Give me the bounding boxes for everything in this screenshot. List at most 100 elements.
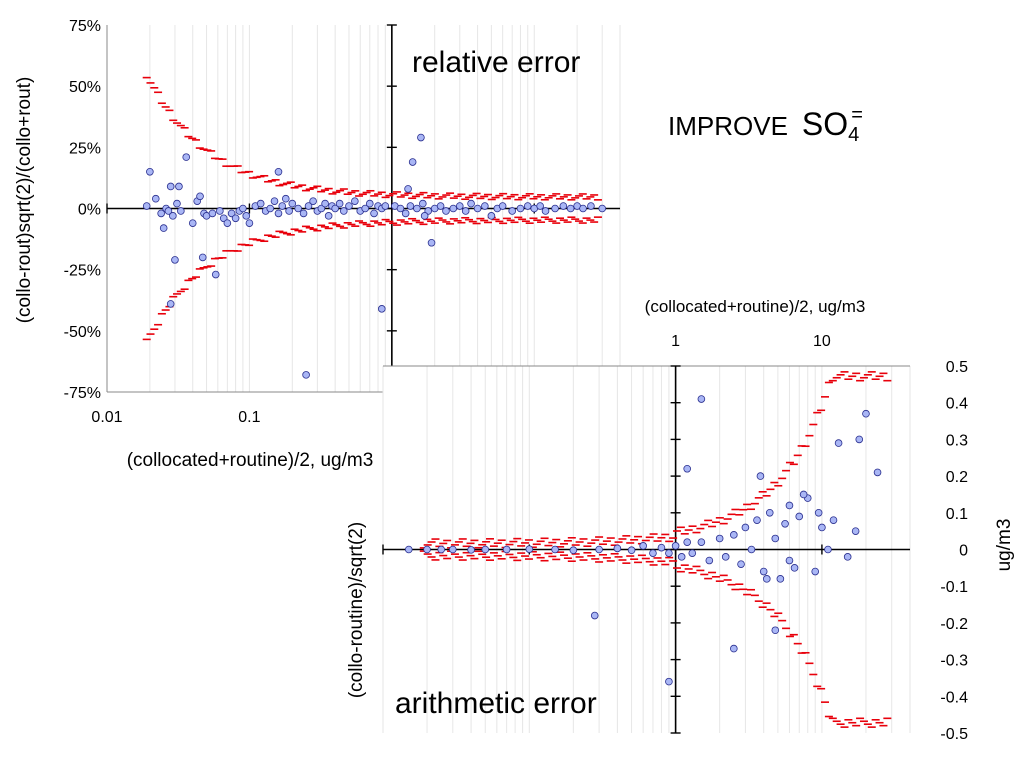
data-point (705, 556, 714, 565)
data-point (196, 192, 204, 201)
data-point (173, 199, 181, 208)
x-tick-label: 10 (813, 333, 831, 350)
data-point (730, 531, 738, 539)
data-point (671, 542, 680, 550)
title-superscript: = (851, 104, 863, 126)
data-point (862, 409, 870, 418)
y-axis-label: (collo-routine)/sqrt(2) (346, 522, 367, 698)
data-point (420, 212, 429, 220)
data-point (419, 199, 427, 208)
data-point (413, 204, 421, 213)
data-point (223, 219, 232, 227)
data-point (566, 204, 575, 213)
data-point (525, 545, 534, 553)
data-point (309, 197, 317, 205)
data-point (345, 202, 353, 210)
data-point (551, 545, 559, 554)
data-point (851, 527, 860, 535)
data-point (437, 545, 446, 554)
data-point (270, 197, 279, 205)
data-point (208, 209, 217, 218)
data-point (781, 520, 789, 528)
annotation-label: arithmetic error (395, 687, 597, 720)
data-point (157, 209, 165, 218)
data-point (239, 204, 247, 213)
data-point (747, 545, 756, 554)
y-tick-label: 0.3 (946, 432, 968, 449)
data-point (756, 472, 765, 480)
data-point (449, 204, 458, 213)
data-point (795, 512, 804, 521)
data-point (587, 202, 595, 210)
y-tick-label: -50% (64, 324, 101, 341)
data-point (404, 545, 413, 554)
data-point (169, 212, 177, 220)
data-point (299, 209, 308, 218)
data-point (873, 468, 882, 477)
data-point (771, 626, 780, 635)
data-point (467, 546, 475, 554)
y-tick-label: 0.1 (946, 506, 968, 523)
y-tick-label: -0.4 (940, 689, 968, 706)
data-point (639, 542, 647, 550)
y-tick-label: 50% (69, 79, 101, 96)
annotation-label: relative error (412, 46, 580, 79)
data-point (665, 677, 673, 686)
y-tick-label: -25% (64, 263, 101, 280)
relative-error-chart: -75%-50%-25%0%25%50%75%0.010.11relative … (14, 18, 621, 471)
data-point (151, 194, 160, 203)
series (142, 133, 607, 379)
data-point (231, 214, 240, 223)
data-point (401, 209, 410, 218)
data-point (274, 168, 283, 176)
data-point (688, 549, 697, 557)
data-point (697, 538, 706, 546)
data-point (776, 575, 785, 583)
y-tick-label: 25% (69, 140, 101, 157)
data-point (281, 194, 290, 203)
data-point (677, 553, 686, 561)
data-point (321, 199, 329, 208)
data-point (737, 560, 745, 568)
data-point (799, 490, 808, 499)
y-tick-label: 0 (959, 543, 968, 560)
data-point (730, 644, 738, 653)
y-tick-label: 0.4 (946, 396, 968, 413)
y-tick-label: -0.1 (940, 579, 968, 596)
data-point (242, 212, 251, 220)
data-point (721, 553, 730, 561)
data-point (467, 199, 475, 208)
data-point (417, 133, 425, 142)
data-point (274, 209, 283, 218)
y-tick-label: 75% (69, 18, 101, 35)
data-point (198, 253, 207, 262)
data-point (683, 538, 691, 546)
data-point (657, 543, 666, 552)
data-point (785, 556, 794, 565)
data-point (175, 182, 183, 191)
x-tick-label: 0.1 (238, 409, 260, 426)
data-point (365, 199, 374, 208)
data-point (436, 202, 445, 210)
data-point (159, 224, 168, 232)
data-point (182, 153, 191, 161)
data-point (377, 305, 386, 313)
data-point (834, 439, 843, 447)
data-point (627, 546, 636, 555)
data-point (759, 567, 768, 576)
data-point (166, 182, 175, 191)
error-envelope (142, 76, 602, 341)
data-point (294, 204, 302, 213)
data-point (481, 202, 489, 210)
data-point (351, 197, 359, 205)
data-point (481, 545, 490, 554)
data-point (455, 202, 464, 210)
data-point (559, 202, 568, 210)
data-point (278, 202, 287, 210)
data-point (508, 207, 516, 215)
y-tick-label: -0.5 (940, 726, 968, 743)
data-point (404, 185, 412, 193)
title-species: SO (801, 106, 849, 142)
